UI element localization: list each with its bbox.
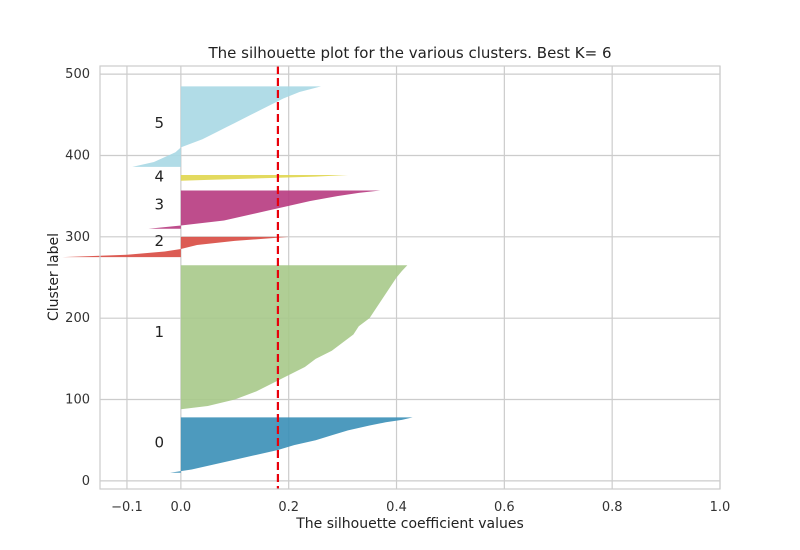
cluster-1-area: [180, 265, 408, 410]
y-tick-label: 300: [65, 230, 90, 245]
x-tick-label: 0.2: [278, 500, 299, 515]
cluster-2-label: 2: [155, 232, 165, 250]
cluster-1-label: 1: [155, 323, 165, 341]
cluster-5-label: 5: [155, 114, 165, 132]
x-tick-labels: −0.1 0.0 0.2 0.4 0.6 0.8 1.0: [111, 500, 730, 515]
x-tick-label: 0.0: [171, 500, 192, 515]
cluster-0-area: [170, 417, 413, 473]
x-tick-label: −0.1: [111, 500, 143, 515]
x-tick-label: 0.6: [494, 500, 515, 515]
cluster-4-label: 4: [155, 168, 165, 186]
y-axis-label: Cluster label: [46, 233, 62, 321]
y-tick-label: 100: [65, 393, 90, 408]
y-tick-label: 400: [65, 148, 90, 163]
x-tick-label: 0.4: [386, 500, 407, 515]
x-tick-label: 1.0: [710, 500, 731, 515]
y-tick-label: 200: [65, 311, 90, 326]
y-tick-label: 500: [65, 67, 90, 82]
cluster-labels: 0 1 2 3 4 5: [155, 114, 165, 452]
x-tick-label: 0.8: [602, 500, 623, 515]
plot-frame: [99, 65, 721, 490]
cluster-4-area: [180, 175, 348, 181]
y-tick-labels: 0 100 200 300 400 500: [65, 67, 90, 489]
chart-title: The silhouette plot for the various clus…: [207, 44, 611, 62]
cluster-3-area: [148, 190, 381, 229]
cluster-2-area: [62, 236, 289, 258]
cluster-areas: [62, 86, 413, 473]
cluster-5-area: [132, 86, 322, 167]
x-axis-label: The silhouette coefficient values: [295, 516, 524, 532]
y-tick-label: 0: [82, 474, 90, 489]
cluster-3-label: 3: [155, 195, 165, 213]
cluster-0-label: 0: [155, 434, 165, 452]
